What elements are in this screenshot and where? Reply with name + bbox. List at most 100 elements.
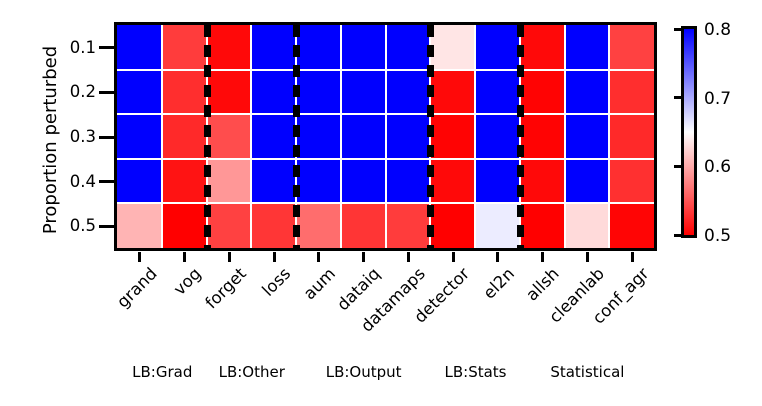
colorbar-tick-mark xyxy=(674,96,682,100)
colorbar xyxy=(681,26,697,238)
heatmap-cell-conf_agr-0.1 xyxy=(610,25,654,69)
heatmap-cell-datamaps-0.2 xyxy=(387,71,429,113)
heatmap-cell-aum-0.4 xyxy=(297,160,340,202)
colorbar-gradient xyxy=(684,29,694,235)
colorbar-tick-label-0.8: 0.8 xyxy=(704,20,732,40)
heatmap-cell-forget-0.1 xyxy=(208,25,250,69)
heatmap-cell-el2n-0.1 xyxy=(476,25,519,69)
heatmap-cell-allsh-0.4 xyxy=(521,160,564,202)
heatmap-cell-cleanlab-0.5 xyxy=(566,204,608,248)
heatmap-cell-allsh-0.1 xyxy=(521,25,564,69)
y-tick-label-0.1: 0.1 xyxy=(69,37,96,57)
heatmap-cell-loss-0.5 xyxy=(252,204,295,248)
x-tick-label-allsh: allsh xyxy=(522,264,564,305)
colorbar-tick-label-0.6: 0.6 xyxy=(704,157,732,178)
x-tick-label-aum: aum xyxy=(299,264,340,304)
heatmap-cell-grand-0.4 xyxy=(117,160,161,202)
y-tick-mark xyxy=(99,180,114,184)
x-tick-mark xyxy=(183,252,187,262)
x-tick-mark xyxy=(138,252,142,262)
heatmap-cell-dataiq-0.1 xyxy=(342,25,385,69)
group-separator-line xyxy=(516,25,524,248)
heatmap-cell-allsh-0.5 xyxy=(521,204,564,248)
heatmap-cell-grand-0.5 xyxy=(117,204,161,248)
heatmap-cell-aum-0.1 xyxy=(297,25,340,69)
heatmap-grid xyxy=(114,22,657,251)
x-tick-label-vog: vog xyxy=(170,264,206,299)
x-tick-label-el2n: el2n xyxy=(479,264,519,303)
x-tick-mark xyxy=(451,252,455,262)
heatmap-cell-allsh-0.2 xyxy=(521,71,564,113)
heatmap-cell-dataiq-0.5 xyxy=(342,204,385,248)
heatmap-cell-vog-0.5 xyxy=(163,204,206,248)
heatmap-cell-el2n-0.3 xyxy=(476,115,519,158)
heatmap-cell-conf_agr-0.3 xyxy=(610,115,654,158)
heatmap-cell-conf_agr-0.2 xyxy=(610,71,654,113)
x-tick-mark xyxy=(585,252,589,262)
heatmap-cell-aum-0.5 xyxy=(297,204,340,248)
heatmap-cell-el2n-0.4 xyxy=(476,160,519,202)
heatmap-cell-vog-0.3 xyxy=(163,115,206,158)
y-tick-mark xyxy=(99,46,114,50)
heatmap-cell-loss-0.4 xyxy=(252,160,295,202)
heatmap-cell-loss-0.2 xyxy=(252,71,295,113)
heatmap-cell-detector-0.2 xyxy=(431,71,474,113)
heatmap-cell-datamaps-0.1 xyxy=(387,25,429,69)
heatmap-cell-detector-0.3 xyxy=(431,115,474,158)
heatmap-cell-forget-0.2 xyxy=(208,71,250,113)
heatmap-cell-cleanlab-0.1 xyxy=(566,25,608,69)
heatmap-cell-loss-0.3 xyxy=(252,115,295,158)
y-tick-label-0.2: 0.2 xyxy=(69,82,96,102)
heatmap-cell-grand-0.1 xyxy=(117,25,161,69)
heatmap-cell-cleanlab-0.4 xyxy=(566,160,608,202)
heatmap-cell-grand-0.2 xyxy=(117,71,161,113)
group-separator-line xyxy=(203,25,211,248)
heatmap-cell-allsh-0.3 xyxy=(521,115,564,158)
x-tick-label-forget: forget xyxy=(201,264,250,313)
x-tick-mark xyxy=(317,252,321,262)
heatmap-cell-dataiq-0.2 xyxy=(342,71,385,113)
colorbar-tick-label-0.7: 0.7 xyxy=(704,88,732,109)
group-label-lb-grad: LB:Grad xyxy=(132,363,193,381)
heatmap-cell-loss-0.1 xyxy=(252,25,295,69)
heatmap-cell-datamaps-0.4 xyxy=(387,160,429,202)
group-label-lb-other: LB:Other xyxy=(218,363,285,381)
heatmap-cell-forget-0.3 xyxy=(208,115,250,158)
heatmap-cell-vog-0.2 xyxy=(163,71,206,113)
y-tick-mark xyxy=(99,90,114,94)
group-label-statistical: Statistical xyxy=(550,363,625,381)
heatmap-cell-vog-0.4 xyxy=(163,160,206,202)
heatmap-cell-cleanlab-0.3 xyxy=(566,115,608,158)
group-separator-line xyxy=(292,25,300,248)
y-tick-label-0.4: 0.4 xyxy=(69,171,96,191)
group-label-lb-output: LB:Output xyxy=(325,363,402,381)
heatmap-cell-el2n-0.5 xyxy=(476,204,519,248)
heatmap-cell-detector-0.5 xyxy=(431,204,474,248)
heatmap-cell-detector-0.4 xyxy=(431,160,474,202)
x-tick-mark xyxy=(406,252,410,262)
heatmap-cell-dataiq-0.3 xyxy=(342,115,385,158)
y-tick-mark xyxy=(99,224,114,228)
y-tick-mark xyxy=(99,135,114,139)
heatmap-cell-dataiq-0.4 xyxy=(342,160,385,202)
heatmap-cell-grand-0.3 xyxy=(117,115,161,158)
heatmap-cell-detector-0.1 xyxy=(431,25,474,69)
x-tick-mark xyxy=(496,252,500,262)
heatmap-cell-forget-0.5 xyxy=(208,204,250,248)
heatmap-cell-aum-0.2 xyxy=(297,71,340,113)
x-tick-label-loss: loss xyxy=(258,264,295,300)
heatmap-cell-aum-0.3 xyxy=(297,115,340,158)
x-tick-mark xyxy=(362,252,366,262)
x-tick-mark xyxy=(630,252,634,262)
heatmap-cell-el2n-0.2 xyxy=(476,71,519,113)
colorbar-tick-mark xyxy=(674,27,682,31)
colorbar-tick-mark xyxy=(674,233,682,237)
x-tick-mark xyxy=(227,252,231,262)
heatmap-cell-conf_agr-0.5 xyxy=(610,204,654,248)
heatmap-cell-datamaps-0.5 xyxy=(387,204,429,248)
heatmap-cell-datamaps-0.3 xyxy=(387,115,429,158)
heatmap-cell-forget-0.4 xyxy=(208,160,250,202)
heatmap-cell-conf_agr-0.4 xyxy=(610,160,654,202)
x-tick-mark xyxy=(272,252,276,262)
